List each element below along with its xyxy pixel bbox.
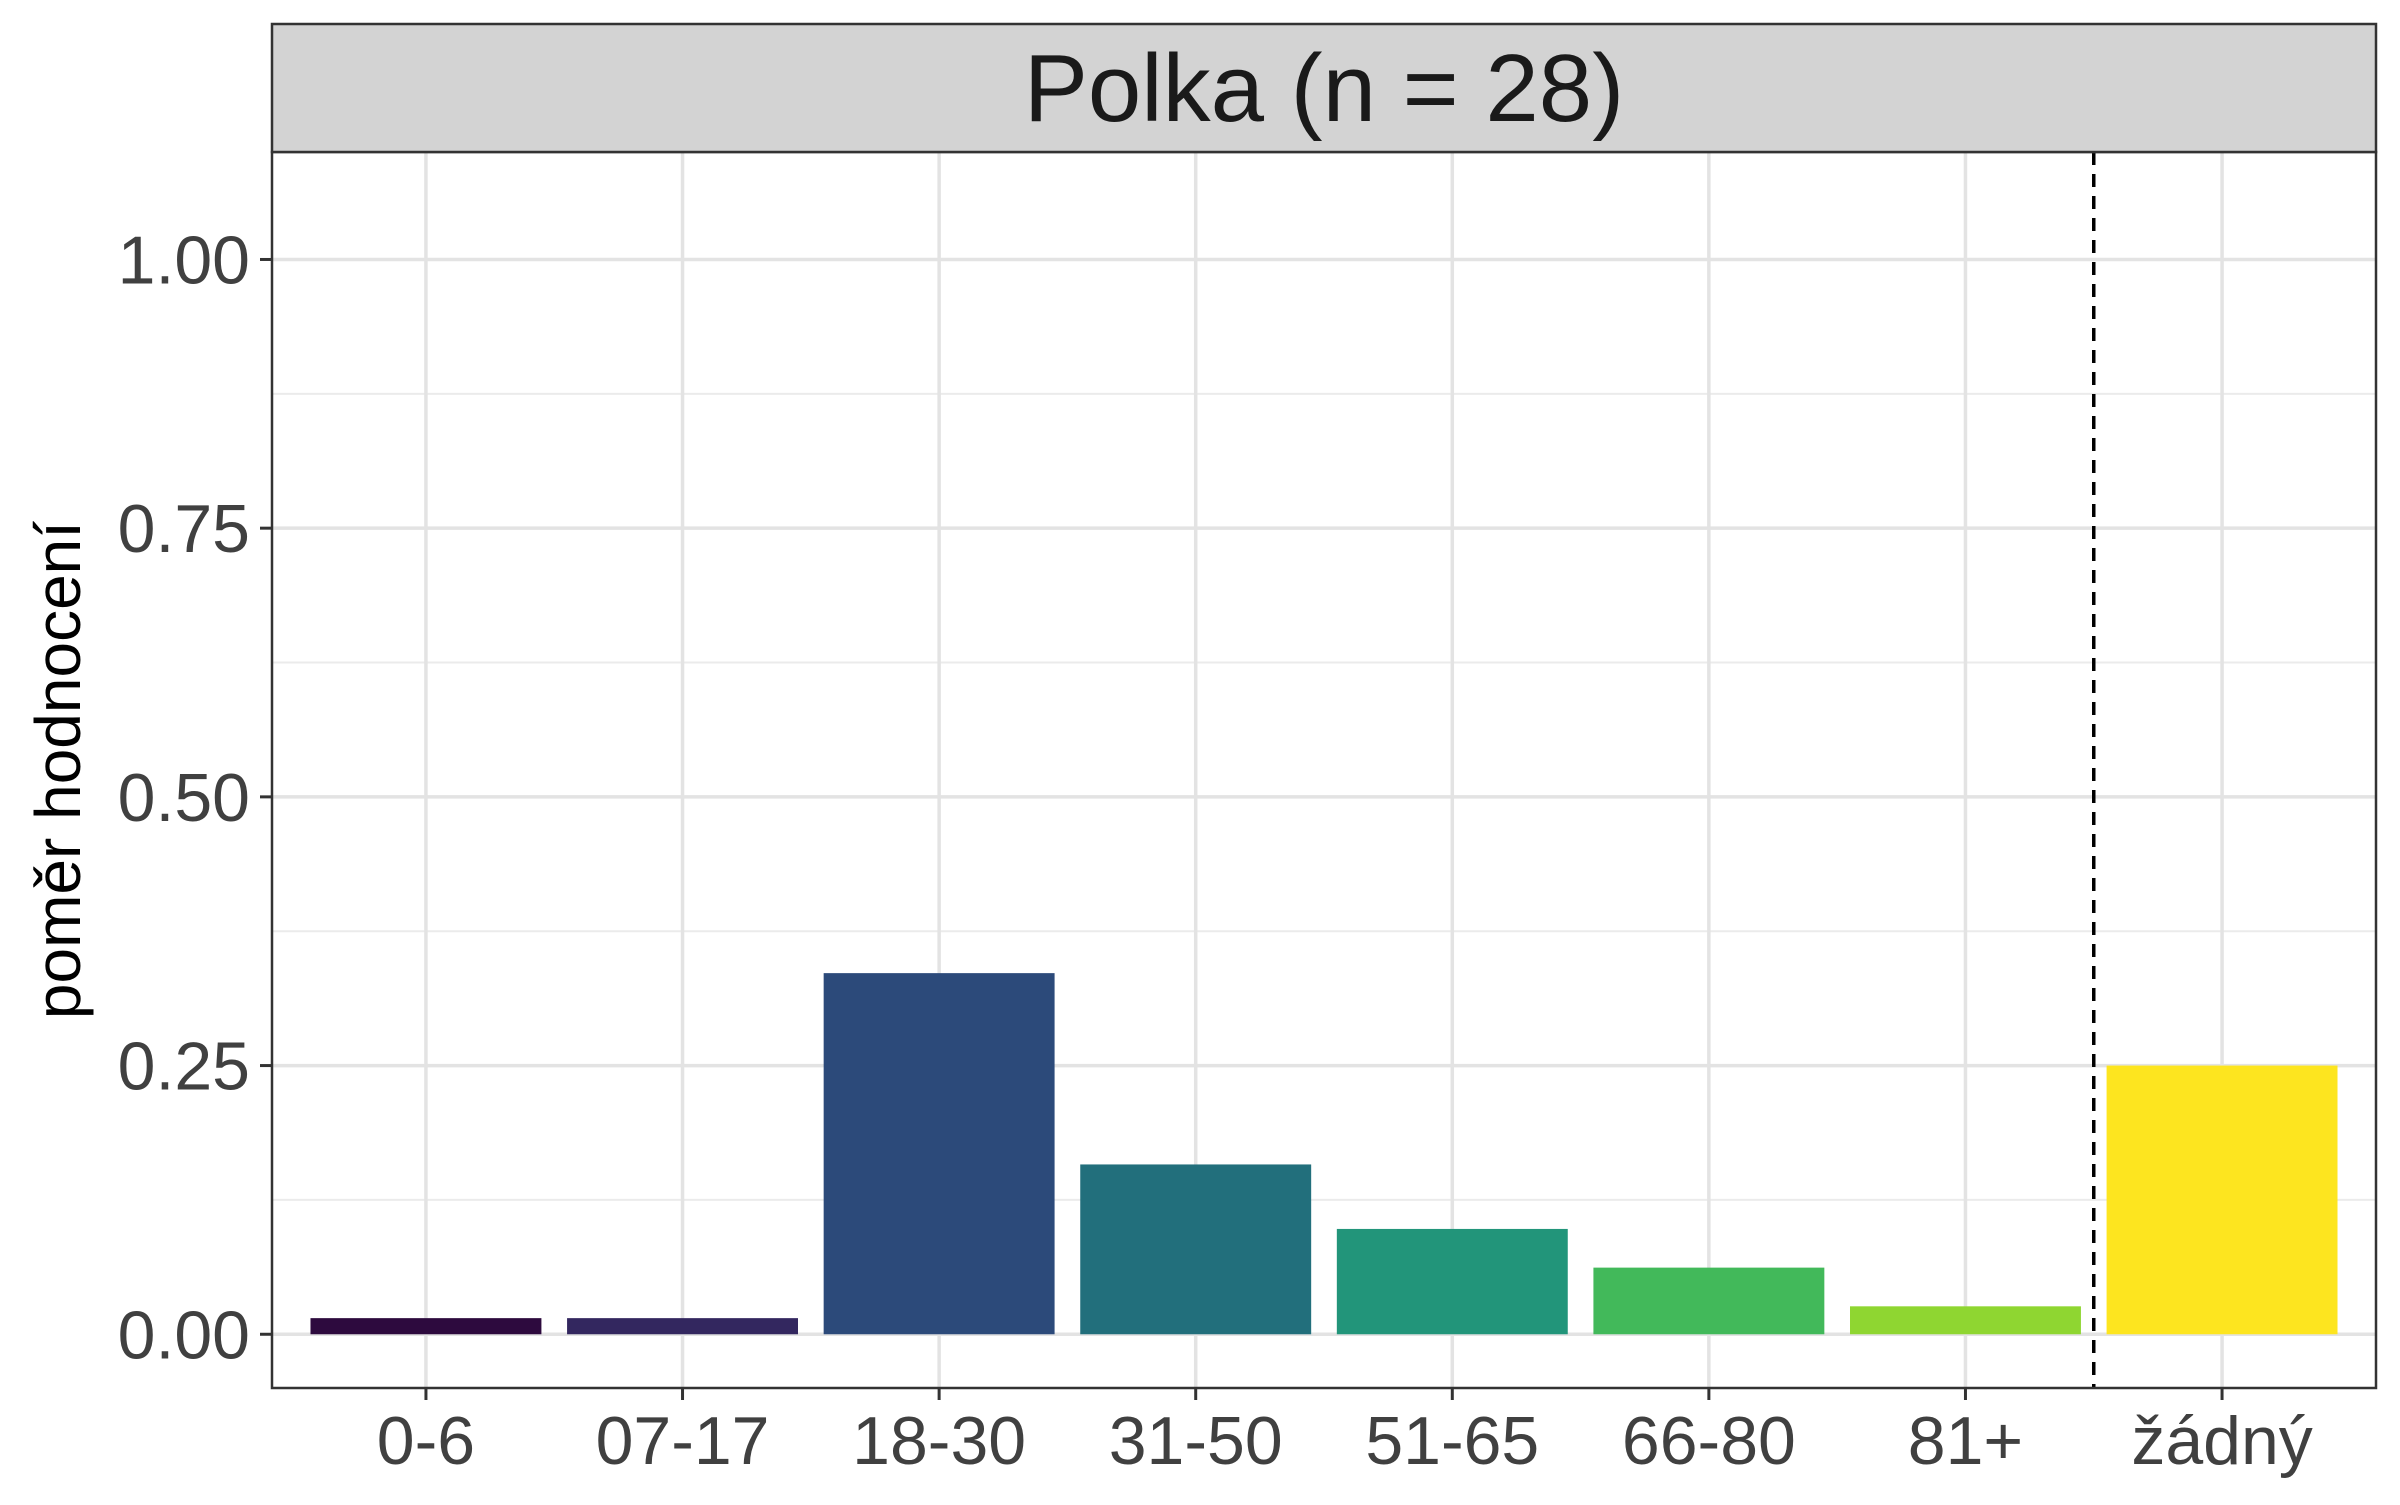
y-axis-title: poměr hodnocení — [22, 521, 94, 1019]
y-tick-label: 0.00 — [118, 1297, 250, 1373]
x-tick-label: 31-50 — [1109, 1403, 1283, 1479]
x-tick-label: 51-65 — [1365, 1403, 1539, 1479]
y-tick-label: 0.75 — [118, 491, 250, 567]
x-tick-label: 07-17 — [596, 1403, 770, 1479]
x-tick-label: 18-30 — [852, 1403, 1026, 1479]
x-tick-label: 81+ — [1908, 1403, 2023, 1479]
facet-strip-title: Polka (n = 28) — [1024, 35, 1624, 142]
bar-07-17 — [567, 1318, 798, 1335]
bar-66-80 — [1593, 1267, 1825, 1335]
bars — [310, 973, 2338, 1335]
x-axis: 0-6 07-17 18-30 31-50 51-65 66-80 81+ žádný — [377, 1388, 2313, 1479]
x-tick-label: 0-6 — [377, 1403, 475, 1479]
facet-strip — [270, 22, 2378, 154]
bar-31-50 — [1080, 1164, 1312, 1335]
bar-žádný — [2106, 1065, 2338, 1335]
x-tick-label: 66-80 — [1622, 1403, 1796, 1479]
y-tick-label: 0.25 — [118, 1029, 250, 1105]
y-tick-label: 0.50 — [118, 760, 250, 836]
y-tick-label: 1.00 — [118, 222, 250, 298]
y-axis: 0.00 0.25 0.50 0.75 1.00 — [118, 222, 272, 1373]
grid — [272, 152, 2376, 1388]
x-tick-label: žádný — [2131, 1403, 2312, 1479]
bar-81+ — [1850, 1306, 2081, 1335]
bar-51-65 — [1336, 1228, 1568, 1335]
bar-18-30 — [823, 973, 1055, 1335]
bar-0-6 — [310, 1318, 542, 1335]
